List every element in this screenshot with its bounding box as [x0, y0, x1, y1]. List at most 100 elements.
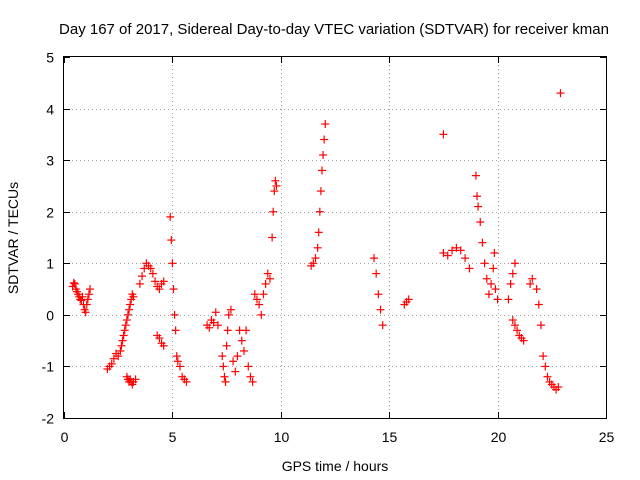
data-point [443, 251, 452, 260]
data-point [471, 171, 480, 180]
data-point [173, 357, 182, 366]
data-point [255, 300, 264, 309]
data-point [374, 290, 383, 299]
data-point [117, 341, 126, 350]
data-point [122, 316, 131, 325]
data-point [118, 336, 127, 345]
data-point [221, 377, 230, 386]
data-point [82, 300, 91, 309]
data-point [231, 367, 240, 376]
data-point [223, 326, 232, 335]
data-point [272, 181, 281, 190]
data-point [81, 308, 90, 317]
data-point [554, 383, 563, 392]
x-tick-label: 5 [169, 429, 177, 445]
data-point [84, 290, 93, 299]
data-point [123, 310, 132, 319]
data-point [541, 362, 550, 371]
data-point [268, 233, 277, 242]
data-point [69, 278, 78, 287]
data-point [146, 264, 155, 273]
data-point [237, 336, 246, 345]
data-point [109, 354, 118, 363]
data-point [148, 269, 157, 278]
data-point [169, 285, 178, 294]
data-points [68, 89, 565, 394]
data-point [493, 295, 502, 304]
data-point [539, 352, 548, 361]
data-point [474, 202, 483, 211]
data-point [508, 269, 517, 278]
x-axis-label: GPS time / hours [282, 458, 389, 474]
data-point [482, 274, 491, 283]
chart-title: Day 167 of 2017, Sidereal Day-to-day VTE… [59, 21, 609, 38]
data-point [490, 248, 499, 257]
data-point [370, 254, 379, 263]
data-point [261, 279, 270, 288]
y-tick-label: 0 [46, 308, 54, 324]
data-point [172, 352, 181, 361]
data-point [167, 236, 176, 245]
data-point [248, 377, 257, 386]
data-point [252, 295, 261, 304]
data-point [126, 300, 135, 309]
data-point [320, 135, 329, 144]
grid-lines [64, 57, 606, 418]
data-point [168, 259, 177, 268]
data-point [78, 292, 87, 301]
x-tick-label: 20 [491, 429, 507, 445]
data-point [513, 326, 522, 335]
y-tick-label: 4 [46, 102, 54, 118]
data-point [456, 246, 465, 255]
data-point [170, 310, 179, 319]
data-point [121, 321, 130, 330]
y-tick-label: 3 [46, 153, 54, 169]
data-point [378, 321, 387, 330]
y-axis-label: SDTVAR / TECUs [5, 182, 21, 294]
data-point [314, 228, 323, 237]
data-point [476, 218, 485, 227]
data-point [211, 308, 220, 317]
x-tick-label: 15 [382, 429, 398, 445]
data-point [317, 166, 326, 175]
data-point [242, 326, 251, 335]
y-tick-label: 2 [46, 205, 54, 221]
data-point [489, 264, 498, 273]
data-point [159, 277, 168, 286]
data-point [543, 372, 552, 381]
data-point [250, 290, 259, 299]
data-point [131, 375, 140, 384]
data-point [313, 243, 322, 252]
x-tick-label: 25 [599, 429, 615, 445]
data-point [219, 362, 228, 371]
y-tick-label: -1 [42, 359, 55, 375]
data-point [259, 290, 268, 299]
y-tick-label: -2 [42, 411, 55, 427]
x-tick-label: 10 [274, 429, 290, 445]
data-point [114, 352, 123, 361]
data-point [311, 254, 320, 263]
data-point [213, 321, 222, 330]
data-point [83, 295, 92, 304]
data-point [321, 120, 330, 129]
data-point [484, 290, 493, 299]
data-point [70, 279, 79, 288]
data-point [448, 246, 457, 255]
data-point [86, 285, 95, 294]
data-point [166, 212, 175, 221]
x-tick-label: 0 [61, 429, 69, 445]
data-point [526, 279, 535, 288]
data-point [508, 316, 517, 325]
y-tick-label: 5 [46, 50, 54, 66]
data-point [315, 207, 324, 216]
data-point [119, 331, 128, 340]
tick-marks [64, 57, 607, 419]
data-point [491, 285, 500, 294]
data-point [510, 259, 519, 268]
data-point [269, 207, 278, 216]
data-point [116, 346, 125, 355]
data-point [265, 274, 274, 283]
data-point [487, 279, 496, 288]
data-point [519, 336, 528, 345]
data-point [473, 192, 482, 201]
